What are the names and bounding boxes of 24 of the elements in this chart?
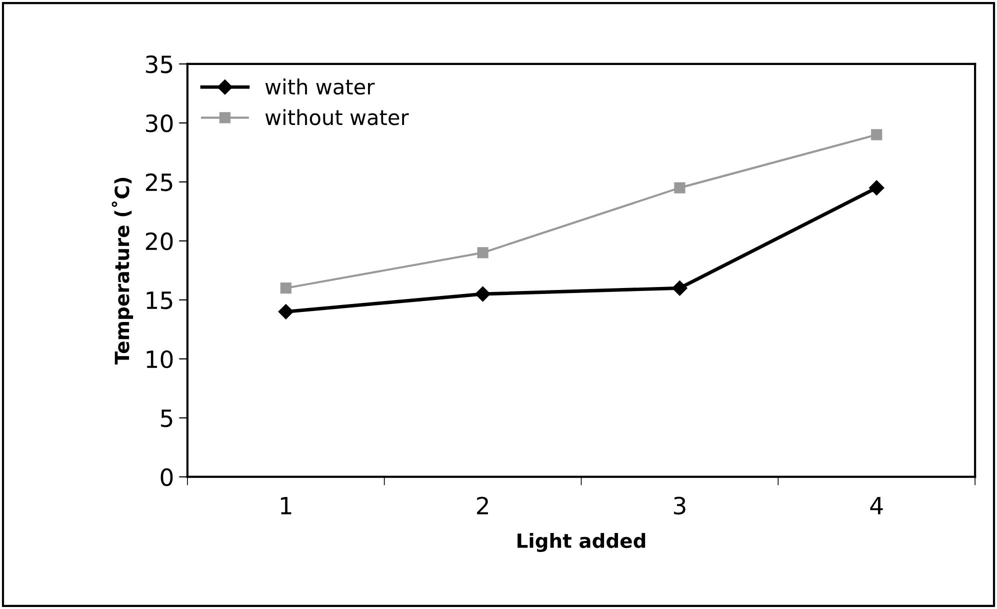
y-tick-label: 20: [146, 232, 173, 250]
point: [477, 247, 488, 258]
y-axis-title: Temperature (˚C): [112, 178, 134, 365]
legend-label: with water: [265, 78, 375, 95]
point: [278, 304, 294, 320]
x-tick-label: 3: [674, 496, 686, 515]
y-tick-label: 15: [146, 292, 172, 310]
point: [280, 282, 292, 294]
y-tick-label: 5: [161, 410, 172, 428]
y-tick-label: 10: [146, 350, 173, 368]
point: [475, 286, 490, 302]
point: [674, 182, 686, 194]
point: [871, 129, 882, 140]
y-tick-label: 25: [146, 173, 172, 192]
x-tick-label: 4: [870, 497, 883, 514]
x-tick-label: 1: [280, 497, 292, 514]
point: [672, 280, 688, 296]
x-tick-label: 2: [477, 496, 488, 514]
x-axis-title: Light added: [518, 533, 646, 552]
point: [869, 180, 884, 196]
legend-label: without water: [265, 109, 409, 126]
y-tick-label: 30: [146, 114, 173, 132]
y-tick-label: 35: [146, 55, 172, 74]
y-tick-label: 0: [160, 468, 173, 486]
